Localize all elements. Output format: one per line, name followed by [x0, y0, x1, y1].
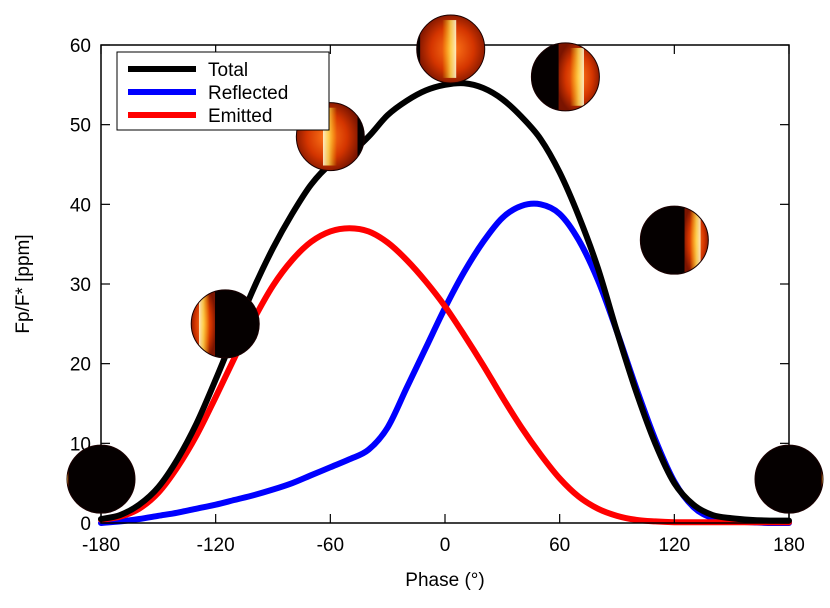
legend-label-emitted: Emitted: [208, 106, 272, 127]
planet-icon: [530, 42, 600, 112]
y-tick-label: 30: [70, 275, 91, 296]
x-tick-label: 120: [658, 535, 690, 556]
legend-label-reflected: Reflected: [208, 83, 288, 104]
x-tick-label: -60: [317, 535, 344, 556]
planet-icon: [416, 14, 486, 84]
y-tick-label: 60: [70, 36, 91, 57]
legend-label-total: Total: [208, 60, 248, 81]
planet-icon-layer: [66, 14, 824, 514]
series-line-total: [98, 80, 792, 524]
x-tick-label: 60: [549, 535, 570, 556]
y-axis-label: Fp/F* [ppm]: [13, 234, 34, 333]
x-tick-label: -120: [197, 535, 235, 556]
y-tick-label: 0: [80, 514, 91, 535]
x-tick-label: 180: [773, 535, 805, 556]
x-tick-label: -180: [82, 535, 120, 556]
planet-icon: [190, 289, 260, 359]
y-tick-label: 20: [70, 355, 91, 376]
planet-icon: [639, 205, 709, 275]
planet-icon: [66, 444, 136, 514]
y-tick-label: 50: [70, 116, 91, 137]
x-axis-label: Phase (°): [405, 570, 484, 591]
planet-icon: [754, 444, 824, 514]
y-tick-label: 40: [70, 195, 91, 216]
x-tick-label: 0: [440, 535, 451, 556]
